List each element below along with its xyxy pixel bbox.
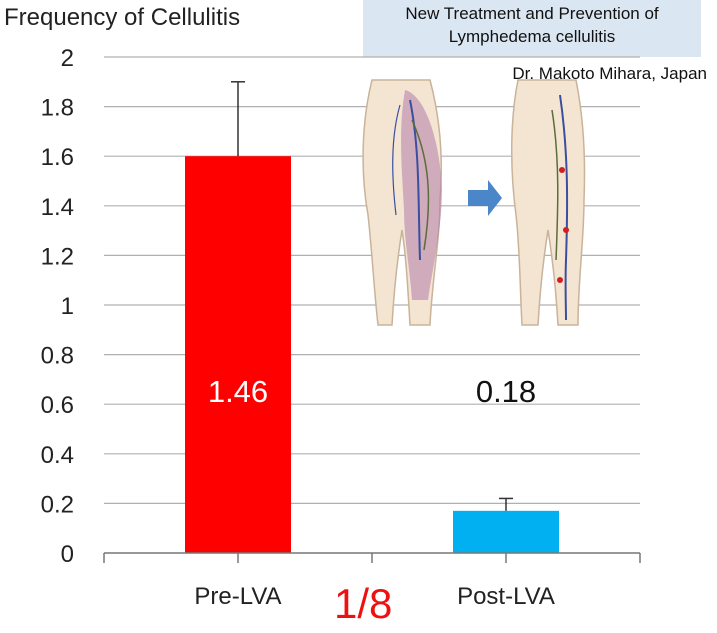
y-tick-label: 0.6 — [41, 392, 74, 419]
x-tick-label: Post-LVA — [457, 583, 555, 610]
x-axis-line — [103, 552, 641, 563]
y-tick-label: 0 — [61, 541, 74, 568]
error-bars — [231, 81, 513, 511]
x-tick-label: Pre-LVA — [194, 583, 281, 610]
treated-leg-icon — [511, 79, 586, 326]
bar-post-lva — [453, 510, 559, 553]
y-tick-label: 1.4 — [41, 194, 74, 221]
banner-line-2: Lymphedema cellulitis — [448, 27, 616, 46]
swollen-leg-icon — [362, 79, 442, 326]
y-tick-label: 1.2 — [41, 243, 74, 270]
y-tick-label: 1.6 — [41, 144, 74, 171]
y-tick-label: 0.2 — [41, 491, 74, 518]
y-axis-title: Frequency of Cellulitis — [4, 4, 241, 31]
data-labels: 1.46 0.18 — [208, 374, 536, 409]
y-tick-label: 0.8 — [41, 343, 74, 370]
data-label: 1.46 — [208, 374, 268, 409]
reduction-ratio: 1/8 — [334, 580, 393, 627]
legs-illustration — [362, 79, 586, 326]
arrow-right-icon — [468, 180, 502, 216]
author-credit: Dr. Makoto Mihara, Japan — [512, 64, 707, 83]
y-tick-label: 2 — [61, 45, 74, 72]
y-tick-labels: 0 0.2 0.4 0.6 0.8 1 1.2 1.4 1.6 1.8 2 — [41, 45, 74, 568]
y-tick-label: 1 — [61, 293, 74, 320]
x-tick-labels: Pre-LVA Post-LVA — [194, 583, 554, 610]
y-tick-label: 1.8 — [41, 95, 74, 122]
bar-pre-lva — [185, 156, 291, 553]
data-label: 0.18 — [476, 374, 536, 409]
banner-line-1: New Treatment and Prevention of — [405, 4, 659, 23]
title-banner: New Treatment and Prevention of Lymphede… — [363, 0, 701, 57]
y-tick-label: 0.4 — [41, 442, 74, 469]
bars — [185, 156, 559, 553]
